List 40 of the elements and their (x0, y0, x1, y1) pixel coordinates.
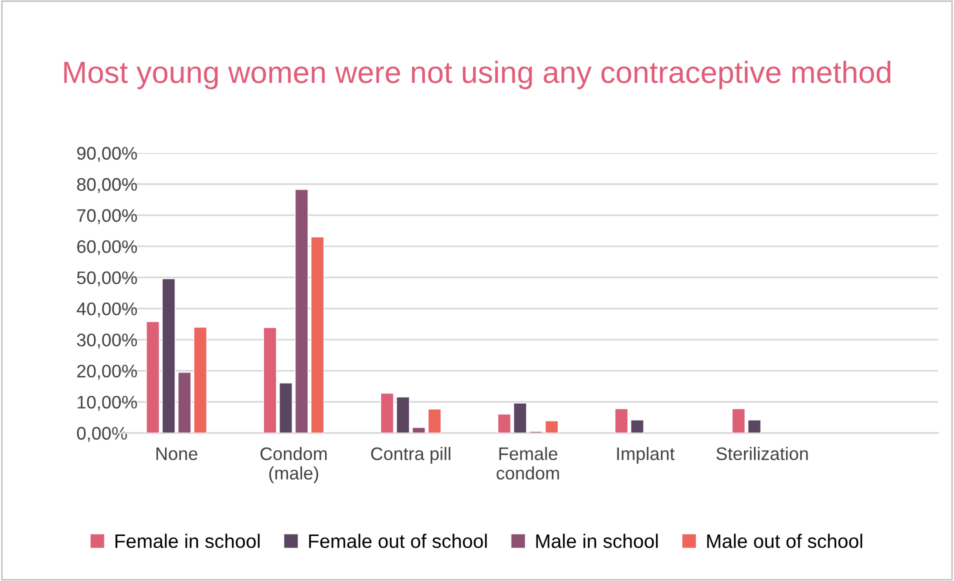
y-tick-label: 30,00% (77, 334, 137, 349)
legend-label: Female out of school (309, 534, 487, 548)
y-tick-label: 80,00% (77, 178, 137, 193)
bar (428, 408, 442, 433)
x-tick-label: Contra pill (371, 446, 450, 464)
x-tick-label: None (156, 448, 198, 460)
y-tick-label: 0,00% (77, 426, 127, 442)
bar (497, 414, 512, 433)
bar (396, 396, 410, 433)
legend-label: Male in school (536, 534, 658, 548)
bar (278, 382, 293, 433)
bar (294, 188, 308, 433)
bar (310, 236, 324, 433)
y-tick-label: 20,00% (77, 364, 137, 380)
bar (146, 321, 160, 433)
y-tick-label: 90,00% (77, 146, 137, 162)
x-tick-label: Female condom (496, 446, 559, 480)
legend-label: Female in school (115, 534, 260, 548)
bar (614, 408, 628, 433)
bar (412, 426, 426, 433)
bar (513, 402, 527, 433)
y-tick-label: 60,00% (77, 240, 137, 256)
x-tick-label: Sterilization (716, 446, 808, 460)
bar (193, 326, 208, 433)
bar (162, 278, 176, 433)
x-tick-label: Implant (617, 446, 675, 464)
y-tick-label: 70,00% (77, 209, 137, 224)
y-tick-label: 50,00% (77, 271, 137, 286)
y-tick-label: 10,00% (78, 396, 137, 411)
y-tick-label: 40,00% (76, 302, 137, 318)
chart-title: Most young women were not using any contraceptive method (64, 60, 890, 90)
bar (732, 408, 746, 433)
x-tick-label: Condom (male) (260, 446, 327, 484)
bar (544, 420, 559, 433)
bar (263, 327, 277, 433)
legend-label: Male out of school (707, 534, 862, 548)
bar (178, 372, 192, 433)
bar (748, 420, 762, 433)
bar (630, 420, 644, 433)
bar (380, 392, 394, 433)
